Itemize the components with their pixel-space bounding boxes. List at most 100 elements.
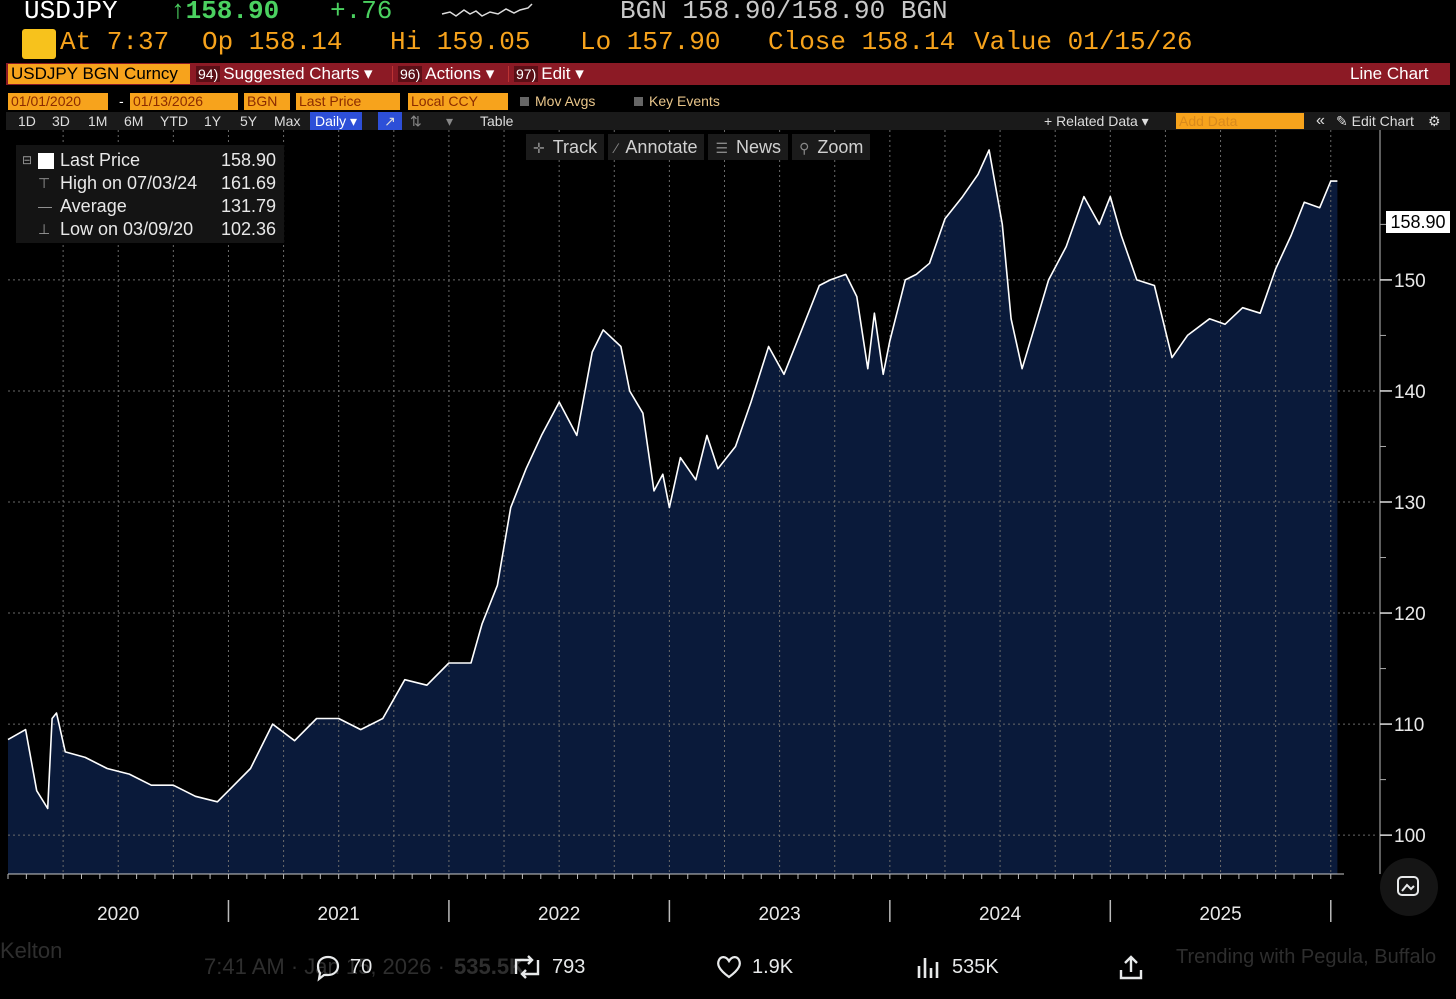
period-3d[interactable]: 3D — [52, 113, 70, 129]
pen-icon: ∕ — [615, 140, 618, 156]
track-button[interactable]: ✛ Track — [526, 134, 605, 160]
heart-icon — [717, 956, 741, 979]
image-options-button[interactable] — [1380, 858, 1438, 916]
x-tick-label: 2024 — [979, 904, 1022, 925]
sparkline-icon — [441, 3, 533, 17]
share-icon — [1119, 955, 1143, 980]
legend-last-price: ⊟ Last Price 158.90 — [22, 150, 276, 170]
period-1y[interactable]: 1Y — [204, 113, 222, 129]
white-swatch — [38, 153, 54, 169]
collapse-icon[interactable]: « — [1316, 112, 1325, 129]
x-tick-label: 2022 — [538, 904, 580, 925]
period-6m[interactable]: 6M — [124, 113, 144, 129]
reply-icon — [316, 955, 340, 982]
crosshair-icon: ✛ — [533, 140, 545, 156]
zoom-button[interactable]: ⚲ Zoom — [792, 134, 871, 160]
chart-style-icon[interactable]: ↗ — [378, 112, 402, 130]
period-1m[interactable]: 1M — [88, 113, 108, 129]
suggested-charts-menu[interactable]: 94) Suggested Charts ▾ — [196, 64, 373, 83]
price-change: +.76 — [330, 0, 393, 26]
bar-style-icon[interactable]: ⇅ — [410, 113, 422, 129]
close-label: Close 158.14 — [768, 27, 956, 57]
pencil-icon: ✎ — [1336, 113, 1348, 129]
views-button[interactable]: 535K — [914, 952, 999, 982]
currency-selector[interactable]: Local CCY — [408, 93, 508, 110]
chart-legend: ⊟ Last Price 158.90 ⊤ High on 07/03/24 1… — [16, 145, 284, 243]
news-icon: ☰ — [715, 140, 729, 156]
start-date-field[interactable]: 01/01/2020 — [8, 93, 108, 110]
y-tick-label: 100 — [1394, 826, 1426, 847]
period-max[interactable]: Max — [274, 113, 301, 129]
price-line — [7, 149, 1338, 810]
author-name-partial: Kelton — [0, 938, 63, 963]
bid-ask-line: BGN 158.90/158.90 BGN — [620, 0, 948, 26]
like-button[interactable]: 1.9K — [714, 952, 793, 982]
repost-button[interactable]: 793 — [510, 952, 585, 982]
x-tick-label: 2025 — [1199, 904, 1241, 925]
y-tick-label: 130 — [1394, 493, 1426, 514]
y-tick-label: 150 — [1394, 271, 1426, 292]
collapse-box-icon[interactable]: ⊟ — [22, 153, 33, 167]
post-footer: Kelton 7:41 AM · Jan 15, 2026 · 535.5K T… — [0, 930, 1456, 999]
mov-avgs-toggle[interactable]: Mov Avgs — [520, 93, 595, 110]
command-bar: USDJPY BGN Curncy 94) Suggested Charts ▾ … — [6, 63, 1450, 85]
open-label: Op 158.14 — [202, 27, 343, 57]
low-marker-icon: ⊥ — [38, 221, 51, 237]
bar-chart-icon — [917, 958, 939, 978]
chart-svg: 100 110 120 130 140 150 2020 2021 2022 2023 2024 20… — [7, 130, 1426, 925]
magnifier-icon: ⚲ — [799, 140, 810, 156]
legend-high: ⊤ High on 07/03/24 161.69 — [38, 173, 276, 193]
chart-toolbar: ✛ Track ∕ Annotate ☰ News ⚲ Zoom — [526, 134, 871, 160]
period-ytd[interactable]: YTD — [160, 113, 188, 129]
high-marker-icon: ⊤ — [38, 175, 51, 191]
period-bar: 1D 3D 1M 6M YTD 1Y 5Y Max Daily ▾ ↗ ⇅ ▾ … — [6, 112, 1450, 130]
period-5y[interactable]: 5Y — [240, 113, 258, 129]
style-dropdown-icon[interactable]: ▾ — [446, 113, 454, 129]
quote-header: USDJPY ↑158.90 +.76 BGN 158.90/158.90 BG… — [0, 0, 1456, 28]
annotate-button[interactable]: ∕ Annotate — [608, 134, 705, 160]
post-views-partial: 535.5K — [454, 954, 525, 979]
table-button[interactable]: Table — [480, 113, 514, 129]
field-selector[interactable]: Last Price — [296, 93, 400, 110]
y-tick-label: 110 — [1394, 715, 1424, 736]
edit-menu[interactable]: 97) Edit ▾ — [514, 64, 584, 83]
chart-type-title: Line Chart — [1350, 64, 1429, 83]
key-events-toggle[interactable]: Key Events — [634, 93, 720, 110]
news-button[interactable]: ☰ News — [708, 134, 789, 160]
legend-average: — Average 131.79 — [38, 196, 276, 216]
frequency-selector[interactable]: Daily ▾ — [310, 112, 363, 130]
y-tick-label: 120 — [1394, 604, 1426, 625]
x-tick-label: 2023 — [758, 904, 800, 925]
last-price: ↑158.90 — [170, 0, 280, 26]
end-date-field[interactable]: 01/13/2026 — [130, 93, 238, 110]
source-field[interactable]: BGN — [244, 93, 290, 110]
price-area — [8, 150, 1338, 874]
ohlc-header: At 7:37 Op 158.14 Hi 159.05 Lo 157.90 Cl… — [0, 27, 1456, 61]
actions-menu[interactable]: 96) Actions ▾ — [398, 64, 495, 83]
share-button[interactable] — [1116, 952, 1146, 982]
gear-icon[interactable]: ⚙ — [1428, 113, 1441, 129]
price-chart[interactable]: 100 110 120 130 140 150 2020 2021 2022 2023 2024 20… — [0, 130, 1456, 930]
trending-text: Trending with Pegula, Buffalo — [1176, 946, 1437, 968]
last-price-tag: 158.90 — [1386, 211, 1450, 233]
reply-button[interactable]: 70 — [312, 952, 372, 982]
high-label: Hi 159.05 — [390, 27, 531, 57]
x-tick-label: 2021 — [318, 904, 360, 925]
repost-icon — [514, 955, 540, 979]
time-label: At 7:37 — [60, 27, 170, 57]
image-edit-icon — [1397, 876, 1419, 896]
ticker-label: USDJPY — [24, 0, 118, 26]
date-dash: - — [119, 93, 124, 109]
value-label: Value 01/15/26 — [974, 27, 1193, 57]
y-tick-label: 140 — [1394, 382, 1426, 403]
related-data-menu[interactable]: + Related Data ▾ — [1044, 113, 1149, 129]
edit-chart-button[interactable]: ✎ Edit Chart — [1336, 113, 1414, 129]
security-field[interactable]: USDJPY BGN Curncy — [8, 64, 190, 84]
x-tick-label: 2020 — [97, 904, 139, 925]
add-data-field[interactable]: Add Data — [1176, 113, 1304, 129]
average-marker-icon: — — [38, 198, 52, 214]
period-1d[interactable]: 1D — [18, 113, 36, 129]
legend-low: ⊥ Low on 03/09/20 102.36 — [38, 219, 276, 239]
low-label: Lo 157.90 — [580, 27, 721, 57]
clock-icon — [22, 29, 56, 59]
